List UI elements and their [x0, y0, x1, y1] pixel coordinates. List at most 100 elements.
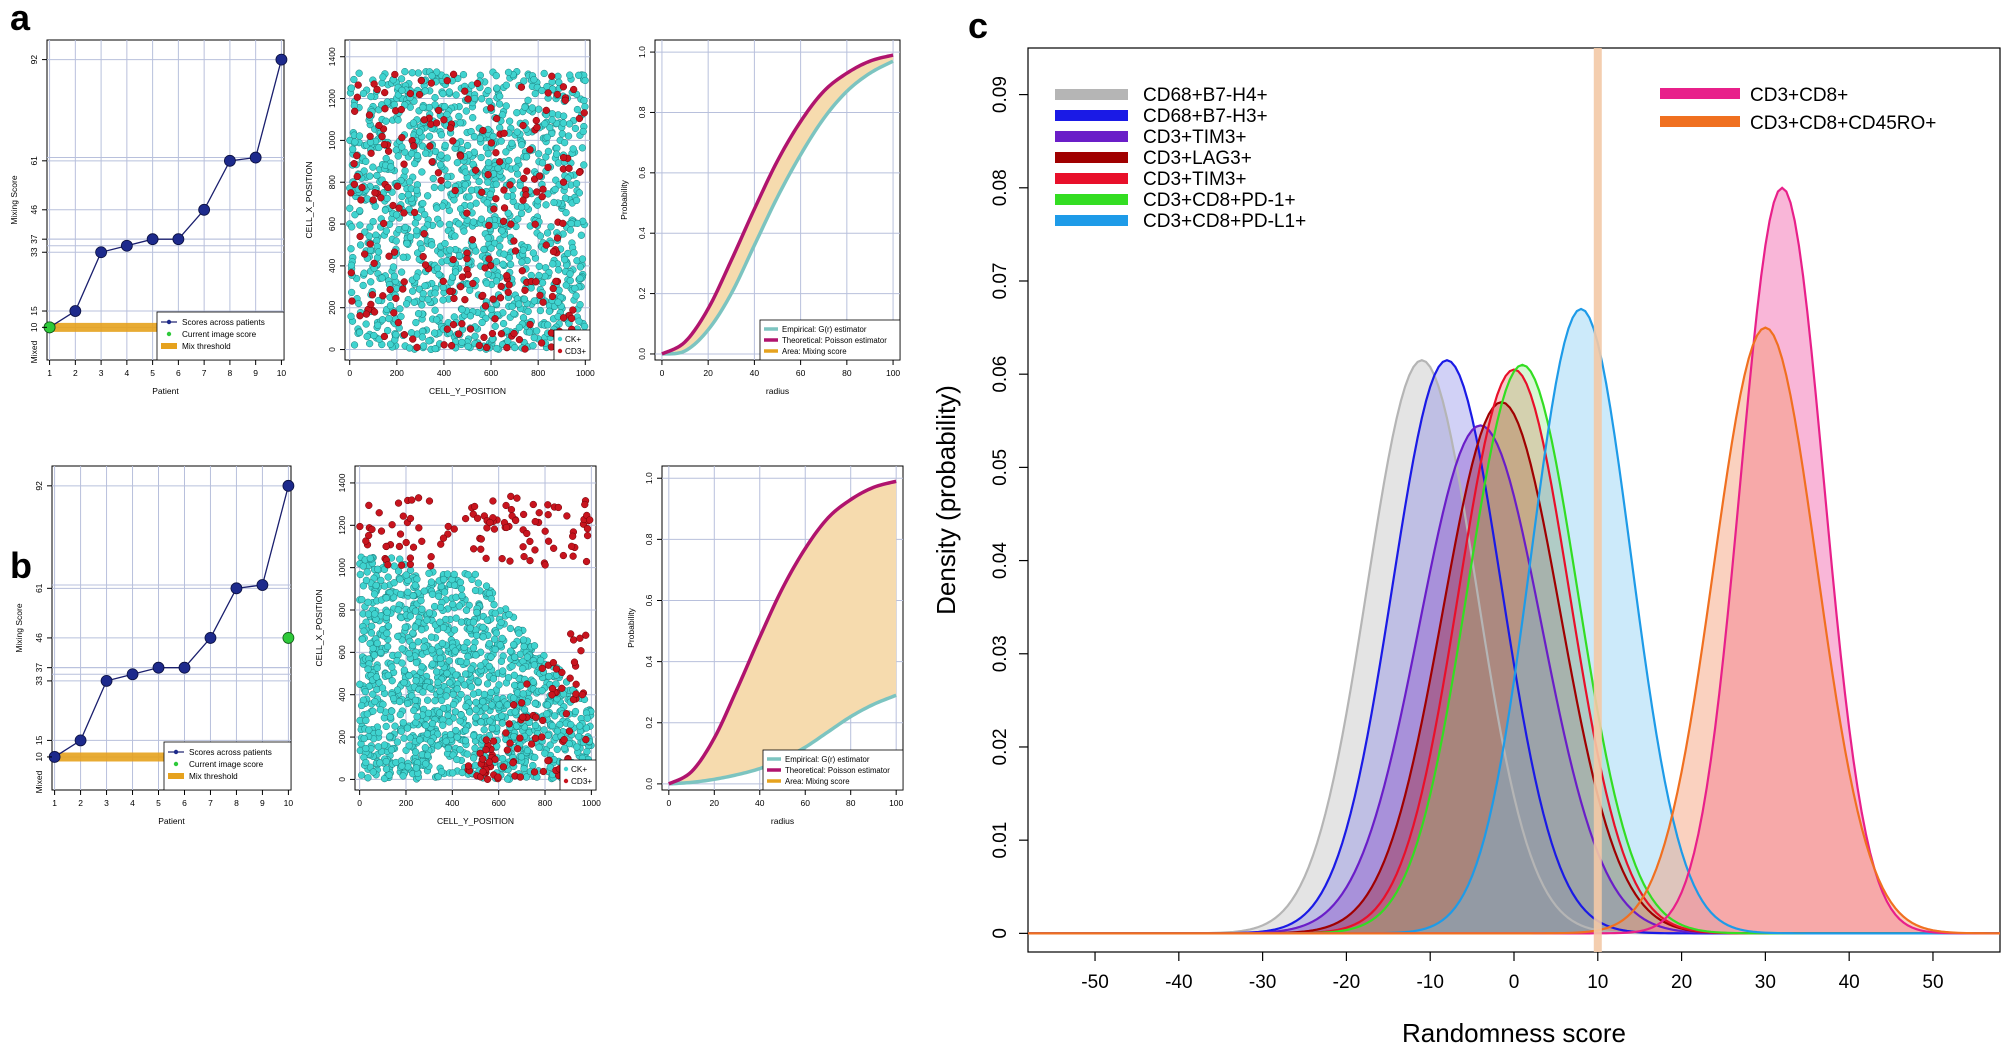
ck-point: [505, 117, 514, 125]
x-tick-label: 0: [666, 798, 671, 808]
legend-swatch: [1660, 116, 1740, 127]
cd3-point: [544, 163, 552, 172]
ck-point: [573, 105, 582, 114]
cd3-point: [559, 153, 568, 162]
ck-point: [405, 178, 414, 186]
cd3-point: [505, 720, 513, 728]
ck-point: [503, 192, 511, 201]
x-tick-label: 1: [47, 368, 52, 378]
ck-point: [551, 185, 559, 194]
ck-point: [373, 171, 381, 180]
cd3-point: [367, 300, 375, 309]
ck-point: [413, 273, 421, 281]
x-tick-label: 2: [78, 798, 83, 808]
x-tick-label: 6: [176, 368, 181, 378]
ck-point: [458, 768, 466, 777]
y-tick-label: 1400: [327, 47, 337, 66]
y-tick-label: 0.0: [637, 348, 647, 360]
ck-point: [545, 307, 554, 315]
y-tick-label: 0.03: [990, 635, 1011, 672]
ck-point: [471, 570, 480, 579]
density-fill: [1028, 364, 2000, 934]
ck-point: [492, 277, 501, 285]
cd3-point: [394, 499, 403, 507]
cd3-point: [492, 149, 500, 157]
cd3-point: [533, 123, 541, 132]
ck-point: [402, 300, 411, 308]
ck-point: [415, 128, 424, 136]
cd3-point: [399, 512, 407, 520]
cd3-point: [562, 710, 571, 718]
ck-point: [374, 296, 383, 305]
cd3-point: [526, 146, 534, 154]
cd3-point: [427, 79, 435, 87]
current-image-score-point: [282, 632, 295, 644]
ck-point: [373, 639, 381, 647]
x-tick-label: 9: [253, 368, 258, 378]
ck-point: [398, 645, 406, 653]
cd3-point: [386, 285, 394, 294]
ck-point: [437, 250, 445, 258]
ck-point: [571, 284, 579, 292]
ck-point: [425, 569, 433, 577]
cd3-point: [479, 768, 487, 776]
ck-point: [445, 657, 453, 665]
ck-point: [479, 698, 487, 706]
ck-point: [453, 685, 461, 693]
legend-label: Empirical: G(r) estimator: [785, 755, 870, 764]
ck-point: [421, 87, 429, 95]
ck-point: [404, 588, 412, 596]
ck-point: [385, 771, 393, 779]
legend-label: CD3+: [571, 777, 592, 786]
ck-point: [423, 192, 432, 200]
legend-label: CD3+CD8+CD45RO+: [1750, 113, 1936, 134]
cd3-point: [548, 72, 556, 80]
ck-point: [517, 203, 526, 211]
ck-point: [492, 72, 500, 80]
cd3-point: [347, 269, 355, 277]
density-fill: [1028, 369, 2000, 934]
ck-point: [367, 629, 376, 637]
ck-point: [530, 334, 538, 342]
ck-point: [452, 614, 460, 622]
ck-point: [570, 249, 578, 257]
ck-point: [484, 86, 492, 95]
ck-point: [405, 650, 413, 658]
ck-point: [464, 652, 472, 661]
cd3-point: [489, 737, 498, 745]
y-tick-label: 0: [337, 777, 347, 782]
ck-point: [403, 699, 412, 708]
ck-point: [406, 612, 415, 620]
ck-point: [413, 575, 421, 583]
cd3-point: [395, 204, 403, 212]
ck-point: [467, 683, 476, 691]
cd3-point: [443, 325, 452, 333]
cd3-point: [575, 114, 584, 123]
x-tick-label: 800: [531, 368, 545, 378]
cd3-point: [473, 79, 482, 88]
ck-point: [430, 602, 439, 611]
cd3-point: [575, 168, 584, 176]
panel-a-probability-chart: 0 20 40 60 80 100 0.0 0.2 0.4 0.6 0.8 1.0 radius Prob…: [619, 39, 901, 396]
score-point: [95, 246, 107, 259]
legend-label: Mix threshold: [189, 772, 238, 781]
cd3-point: [434, 169, 443, 177]
cd3-point: [418, 537, 426, 545]
legend-label: CK+: [571, 765, 587, 774]
score-point: [204, 632, 217, 644]
cd3-point: [353, 152, 361, 160]
scores-line: [49, 59, 283, 328]
ck-point: [396, 575, 404, 583]
x-tick-label: 8: [228, 368, 233, 378]
x-tick-label: 60: [801, 798, 811, 808]
ck-point: [484, 270, 492, 278]
ck-point: [471, 586, 480, 595]
ck-point: [475, 177, 483, 186]
cd3-point: [377, 194, 385, 202]
ck-point: [504, 68, 513, 77]
ck-point: [455, 251, 464, 260]
ck-point: [538, 159, 547, 167]
cd3-point: [523, 167, 531, 175]
ck-point: [366, 554, 374, 562]
